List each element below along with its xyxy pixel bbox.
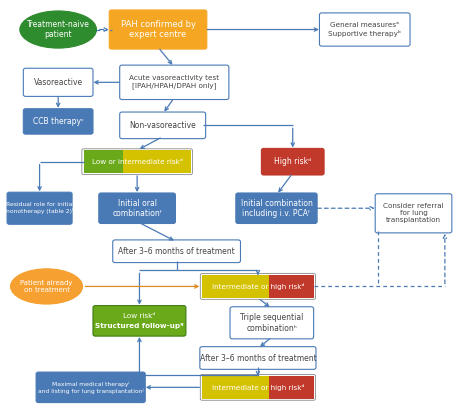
Text: CCB therapyᶜ: CCB therapyᶜ xyxy=(33,117,83,126)
Text: Intermediate or high riskᵈ: Intermediate or high riskᵈ xyxy=(212,384,304,391)
Text: After 3–6 months of treatment: After 3–6 months of treatment xyxy=(200,353,316,363)
Ellipse shape xyxy=(10,269,82,304)
Text: Structured follow-upᵍ: Structured follow-upᵍ xyxy=(95,323,184,329)
Text: Patient already
on treatment: Patient already on treatment xyxy=(20,280,73,293)
Ellipse shape xyxy=(20,11,97,48)
Text: Low or intermediate riskᵈ: Low or intermediate riskᵈ xyxy=(91,159,182,165)
Text: Vasoreactive: Vasoreactive xyxy=(34,78,83,87)
FancyBboxPatch shape xyxy=(113,240,240,263)
Text: After 3–6 months of treatment: After 3–6 months of treatment xyxy=(118,247,235,256)
Text: PAH confirmed by
expert centre: PAH confirmed by expert centre xyxy=(120,20,196,39)
FancyBboxPatch shape xyxy=(230,307,314,339)
FancyBboxPatch shape xyxy=(236,193,317,224)
FancyBboxPatch shape xyxy=(319,13,410,46)
FancyBboxPatch shape xyxy=(120,112,206,139)
FancyBboxPatch shape xyxy=(36,372,145,403)
FancyBboxPatch shape xyxy=(84,150,123,173)
Text: Treatment-naive
patient: Treatment-naive patient xyxy=(27,20,90,39)
FancyBboxPatch shape xyxy=(200,346,316,369)
FancyBboxPatch shape xyxy=(375,194,452,233)
FancyBboxPatch shape xyxy=(7,192,72,224)
FancyBboxPatch shape xyxy=(269,376,314,399)
FancyBboxPatch shape xyxy=(93,306,186,336)
FancyBboxPatch shape xyxy=(123,150,191,173)
Text: Intermediate or high riskᵈ: Intermediate or high riskᵈ xyxy=(212,283,304,290)
FancyBboxPatch shape xyxy=(261,148,324,175)
FancyBboxPatch shape xyxy=(269,275,314,298)
Text: General measuresᵃ
Supportive therapyᵇ: General measuresᵃ Supportive therapyᵇ xyxy=(328,23,401,37)
Text: Initial oral
combinationᶠ: Initial oral combinationᶠ xyxy=(112,199,162,218)
Text: Maximal medical therapyⁱ
and listing for lung transplantationʲ: Maximal medical therapyⁱ and listing for… xyxy=(38,381,144,394)
Text: Initial combination
including i.v. PCAᶠ: Initial combination including i.v. PCAᶠ xyxy=(240,199,312,218)
FancyBboxPatch shape xyxy=(202,376,269,399)
Text: Acute vasoreactivity test
[IPAH/HPAH/DPAH only]: Acute vasoreactivity test [IPAH/HPAH/DPA… xyxy=(129,76,219,89)
FancyBboxPatch shape xyxy=(202,275,269,298)
Text: Triple sequential
combinationʰ: Triple sequential combinationʰ xyxy=(240,313,303,332)
FancyBboxPatch shape xyxy=(23,68,93,97)
Text: Low riskᵈ: Low riskᵈ xyxy=(123,313,155,319)
FancyBboxPatch shape xyxy=(120,65,229,99)
FancyBboxPatch shape xyxy=(109,10,207,49)
Text: High riskᵈ: High riskᵈ xyxy=(274,157,311,166)
Text: Non-vasoreactive: Non-vasoreactive xyxy=(129,121,196,130)
Text: Consider referral
for lung
transplantation: Consider referral for lung transplantati… xyxy=(383,203,444,223)
Text: Residual role for initial
monotherapy (table 2)ʰ: Residual role for initial monotherapy (t… xyxy=(4,202,75,214)
FancyBboxPatch shape xyxy=(23,109,93,134)
FancyBboxPatch shape xyxy=(99,193,175,224)
